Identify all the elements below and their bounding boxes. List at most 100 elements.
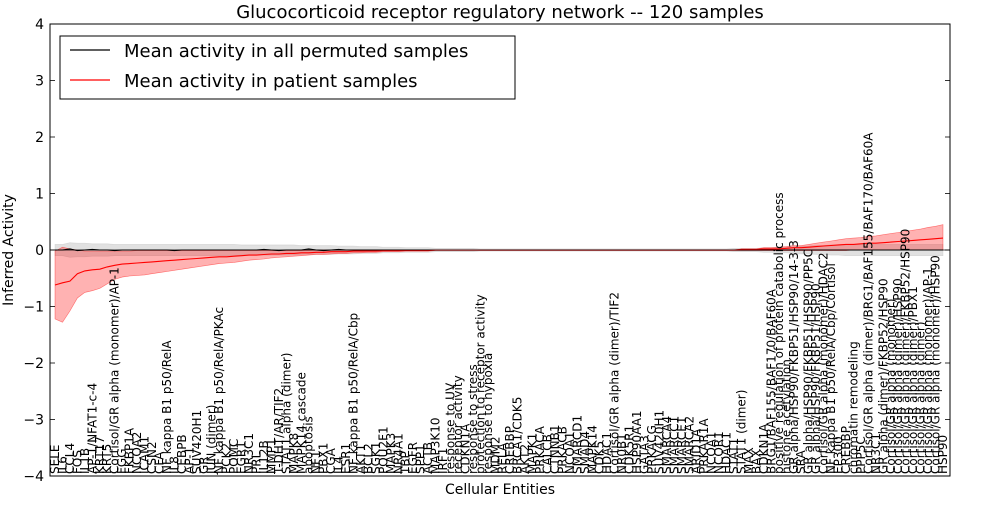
x-entity-label: PRKAR1A xyxy=(697,418,711,474)
x-entity-label: NCOA1 xyxy=(563,432,577,474)
x-entity-label: IL12B xyxy=(257,440,271,474)
x-entity-label: SMARCD1 xyxy=(570,415,584,474)
x-entity-label: AP-1 xyxy=(182,447,196,474)
x-entity-label: Cortisol/GR alpha (monomer)/HDAC2 xyxy=(817,252,831,474)
x-entity-label: IL1B xyxy=(78,448,92,474)
x-entity-label: EGR1 xyxy=(235,441,249,474)
x-entity-label: PPP5C xyxy=(854,436,868,474)
x-entity-label: SRA xyxy=(794,450,808,474)
x-entity-label: SGK1 xyxy=(369,442,383,474)
chart-title: Glucocorticoid receptor regulatory netwo… xyxy=(236,2,764,23)
x-entity-label: KRT5 xyxy=(100,444,114,474)
y-tick-label: 4 xyxy=(35,17,44,33)
x-entity-label: SUV420H1 xyxy=(652,410,666,474)
x-entity-label: GR alpha (dimer)/FKBP52/HSP90 xyxy=(876,278,890,474)
x-entity-label: SUV420H1 xyxy=(190,410,204,474)
x-entity-label: ARID1A xyxy=(690,428,704,474)
x-entity-label: response to stress xyxy=(466,364,480,474)
x-entity-label: SMARCE1 xyxy=(675,416,689,474)
legend-label-patient: Mean activity in patient samples xyxy=(124,71,418,92)
x-entity-label: NF1 xyxy=(309,450,323,474)
x-entity-label: GATA3 xyxy=(638,435,652,474)
x-entity-label: MAPK14 cascade xyxy=(294,372,308,474)
x-entity-label: ICAM1 xyxy=(138,436,152,474)
x-entity-label: Cortisol/GR alpha (dimer)/FKBP52/HSP90 xyxy=(899,229,913,474)
x-entity-label: AKT2 xyxy=(518,444,532,474)
x-entity-label: ACTB xyxy=(421,442,435,474)
x-entity-label: NF kappa B1 p50/RelA/PKAc xyxy=(212,307,226,474)
x-entity-label: GR alpha/HSP90/FKBP51/HSP90/PP5C xyxy=(802,249,816,474)
x-entity-label: NF kappa B1 p50/RelA xyxy=(160,340,174,474)
x-entity-label: NR3C1 xyxy=(869,433,883,474)
x-entity-label: response to hypoxia xyxy=(481,353,495,474)
x-entity-label: PRL xyxy=(250,451,264,474)
x-entity-label: MAPK14 xyxy=(585,425,599,474)
x-entity-label: SPP1 xyxy=(414,444,428,474)
x-entity-label: NCOA2 xyxy=(130,432,144,474)
x-entity-label: CALCB xyxy=(541,434,555,474)
x-entity-label: TBP xyxy=(399,451,413,475)
x-entity-label: CREBBP xyxy=(503,426,517,474)
x-entity-label: Cortisol/GR alpha (dimer) xyxy=(914,321,928,474)
x-entity-label: CEBPB xyxy=(175,434,189,474)
x-entity-label: NF kappa B1 p50/RelA/Cbp/Cortisol xyxy=(824,263,838,474)
x-entity-label: JUN (dimer) xyxy=(205,405,219,475)
x-entity-label: SMARCA2 xyxy=(682,416,696,474)
x-entity-label: BRG1/BAF155/BAF170/BAF60A xyxy=(764,288,778,474)
x-entity-label: EP300 xyxy=(832,436,846,474)
x-entity-label: protection to receptor activity xyxy=(473,294,487,474)
x-entity-label: Cortisol/GR alpha (dimer)/BRG1/BAF155/BA… xyxy=(861,132,875,474)
x-entity-label: CDKN1A xyxy=(458,423,472,474)
x-entity-label: PRKACA xyxy=(533,425,547,474)
x-entity-label: CDK5R1 xyxy=(623,425,637,474)
y-tick-label: −1 xyxy=(23,300,44,316)
x-entity-label: FOS xyxy=(70,450,84,474)
x-entity-label: PBX1 xyxy=(317,443,331,474)
x-entity-label: positive regulation of protein catabolic… xyxy=(772,192,786,474)
legend: Mean activity in all permuted samples Me… xyxy=(59,35,516,100)
x-entity-label: FKBP1A xyxy=(123,427,137,474)
x-entity-label: MAPK3 xyxy=(384,433,398,474)
x-entity-label: NCOR1 xyxy=(712,431,726,474)
x-entity-label: CSN2 xyxy=(145,441,159,474)
x-entity-label: PRKACB xyxy=(555,426,569,474)
x-entity-label: NR0B1 xyxy=(615,433,629,474)
x-entity-label: CDK5 xyxy=(593,441,607,474)
x-entity-label: POMC xyxy=(227,439,241,474)
x-entity-label: SELE xyxy=(48,445,62,474)
x-axis-label: Cellular Entities xyxy=(445,482,555,498)
x-entity-label: IRF1 xyxy=(436,448,450,474)
x-entity-label: GR xyxy=(197,456,211,474)
y-tick-label: 1 xyxy=(35,187,44,203)
x-entity-label: Cortisol/GR alpha (monomer)/AP-1 xyxy=(108,267,122,474)
x-entity-label: response to UV xyxy=(444,382,458,474)
y-axis-label: Inferred Activity xyxy=(1,194,17,306)
y-axis-ticks: −4 −3 −2 −1 0 1 2 3 4 xyxy=(23,17,950,485)
x-entity-label: HDAC1 xyxy=(720,432,734,474)
x-entity-label: receptor activity xyxy=(451,375,465,474)
x-entity-label: SMAD4 xyxy=(578,431,592,474)
y-tick-label: 3 xyxy=(35,74,44,90)
x-entity-label: PRKACG xyxy=(645,425,659,474)
x-entity-label: NCOA1 xyxy=(705,432,719,474)
x-entity-label: BRCA1/CDK5 xyxy=(511,397,525,474)
x-entity-label: T-DHT/AR/TIF2 xyxy=(272,388,286,475)
x-entity-label: Cortisol/GR alpha (monomer)/HSP90 xyxy=(929,255,943,474)
x-entity-label: BAX xyxy=(749,449,763,474)
y-tick-label: −4 xyxy=(23,469,44,485)
y-tick-label: −2 xyxy=(23,356,44,372)
x-entity-label: STAT1 (dimer) xyxy=(735,390,749,474)
x-entity-label: BCL2 xyxy=(361,443,375,474)
x-entity-label: CCL4 xyxy=(63,443,77,474)
x-entity-label: MAPK1 xyxy=(526,433,540,474)
x-entity-label: KRT17 xyxy=(93,436,107,474)
x-entity-label: CGA xyxy=(324,447,338,474)
x-entity-label: histone acetylation xyxy=(779,359,793,474)
x-entity-label: Cortisol/GR alpha (dimer)/PBX1 xyxy=(906,286,920,474)
x-entity-label: NR3C1 xyxy=(242,433,256,474)
x-entity-label: STAT1 xyxy=(727,438,741,474)
x-entity-label: PCK2 xyxy=(220,443,234,474)
y-tick-label: 2 xyxy=(35,130,44,146)
y-tick-label: 0 xyxy=(35,243,44,259)
